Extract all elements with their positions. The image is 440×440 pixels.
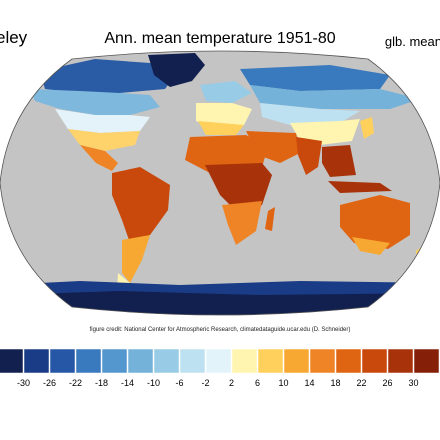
colorbar-swatch	[257, 349, 284, 373]
north-america-canada	[30, 89, 160, 115]
colorbar-swatch	[361, 349, 388, 373]
indonesia	[328, 181, 392, 193]
colorbar-tick-label: -14	[120, 378, 135, 388]
siberia	[250, 85, 420, 109]
map-border	[0, 50, 440, 316]
colorbar-swatch	[0, 349, 24, 373]
north-america-southern-us	[68, 129, 140, 151]
colorbar-tick-label: 22	[356, 378, 367, 388]
colorbar-tick-label: -6	[175, 378, 184, 388]
colorbar-swatch	[283, 349, 310, 373]
central-asia	[260, 103, 360, 125]
colorbar-swatch	[413, 349, 440, 373]
colorbar-swatch	[335, 349, 362, 373]
north-africa	[185, 135, 268, 173]
south-america-tropics	[112, 167, 170, 243]
north-america-northern-us	[55, 109, 150, 133]
australia-south	[352, 237, 390, 255]
temperature-map	[0, 45, 440, 320]
dataset-title-fragment: eley	[0, 28, 28, 47]
colorbar-tick-label: -2	[201, 378, 210, 388]
madagascar	[265, 207, 275, 231]
colorbar	[0, 349, 440, 373]
colorbar-swatch	[75, 349, 102, 373]
japan	[360, 117, 374, 139]
colorbar-tick-label: 2	[228, 378, 235, 388]
greenland	[148, 53, 205, 87]
southern-africa	[222, 201, 262, 245]
southeast-asia	[322, 145, 356, 177]
colorbar-tick-label: 26	[382, 378, 393, 388]
colorbar-tick-label: 10	[278, 378, 289, 388]
colorbar-tick-label: 30	[408, 378, 419, 388]
colorbar-swatch	[153, 349, 180, 373]
global-mean-label: glb. mean	[384, 34, 440, 49]
colorbar-tick-label: 6	[254, 378, 261, 388]
colorbar-tick-label: -22	[68, 378, 83, 388]
siberia-north	[240, 65, 390, 91]
antarctica-interior	[0, 291, 440, 315]
colorbar-tick-label: -18	[94, 378, 109, 388]
colorbar-tick-label: -26	[42, 378, 57, 388]
figure-credit: figure credit: National Center for Atmos…	[89, 327, 351, 333]
colorbar-tick-label: -10	[146, 378, 161, 388]
colorbar-swatch	[23, 349, 50, 373]
colorbar-swatch	[101, 349, 128, 373]
colorbar-tick-label: 14	[304, 378, 315, 388]
map-title: Ann. mean temperature 1951-80	[104, 30, 336, 47]
colorbar-tick-label: -30	[16, 378, 31, 388]
north-america-arctic	[40, 59, 175, 93]
colorbar-swatch	[231, 349, 258, 373]
india	[296, 137, 322, 175]
china	[290, 119, 360, 145]
colorbar-swatch	[49, 349, 76, 373]
south-america-temperate	[122, 235, 150, 283]
colorbar-swatch	[179, 349, 206, 373]
europe-south	[198, 121, 244, 135]
europe-north	[200, 81, 252, 103]
middle-east	[246, 131, 300, 163]
mexico	[80, 145, 118, 171]
colorbar-swatch	[205, 349, 232, 373]
colorbar-swatch	[387, 349, 414, 373]
colorbar-tick-label: 18	[330, 378, 341, 388]
colorbar-swatch	[309, 349, 336, 373]
world-map-svg	[0, 50, 440, 316]
colorbar-swatch	[127, 349, 154, 373]
australia	[340, 195, 410, 249]
